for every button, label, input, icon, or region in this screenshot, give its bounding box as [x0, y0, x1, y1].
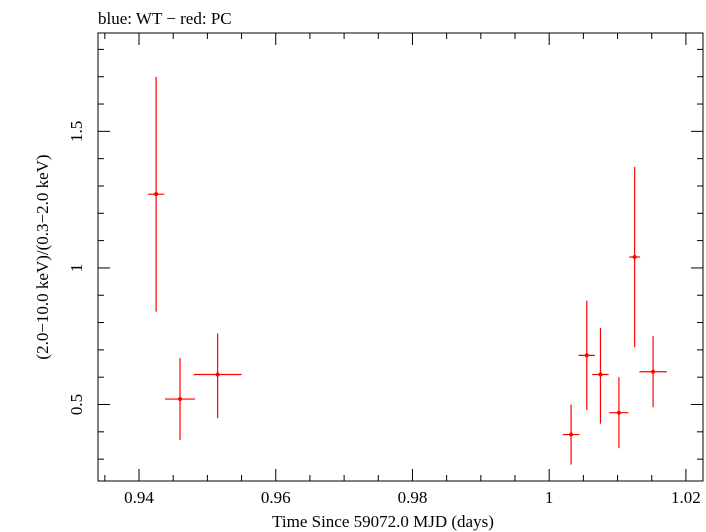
point-marker [215, 372, 220, 377]
data-point-0-6 [609, 377, 629, 449]
x-tick-label-4: 1.02 [671, 488, 701, 507]
point-marker [154, 192, 159, 197]
point-marker [584, 353, 589, 358]
point-marker [178, 397, 183, 402]
data-point-0-1 [164, 358, 196, 441]
chart-title: blue: WT − red: PC [98, 9, 232, 28]
data-point-0-5 [592, 328, 609, 424]
x-axis: 0.94 0.96 0.98 1 1.02 [104, 33, 701, 507]
y-axis-label: (2.0−10.0 keV)/(0.3−2.0 keV) [33, 154, 52, 359]
x-tick-label-2: 0.98 [398, 488, 428, 507]
plot-frame [97, 32, 704, 482]
x-axis-label: Time Since 59072.0 MJD (days) [272, 512, 494, 531]
point-marker [598, 372, 603, 377]
data-points [147, 76, 667, 465]
x-tick-label-3: 1 [545, 488, 554, 507]
x-tick-label-0: 0.94 [124, 488, 154, 507]
x-tick-label-1: 0.96 [261, 488, 291, 507]
point-marker [651, 369, 656, 374]
data-point-0-2 [193, 333, 242, 419]
y-tick-label-0: 0.5 [67, 394, 86, 415]
y-axis: 0.5 1 1.5 [67, 48, 703, 460]
data-point-0-8 [639, 336, 667, 408]
data-point-0-4 [578, 300, 595, 410]
y-tick-label-2: 1.5 [67, 121, 86, 142]
point-marker [632, 255, 637, 259]
y-tick-label-1: 1 [67, 264, 86, 273]
point-marker [569, 432, 574, 437]
point-marker [616, 410, 621, 415]
data-point-0-0 [147, 76, 165, 312]
data-point-0-7 [629, 166, 641, 348]
data-point-0-3 [562, 404, 580, 465]
